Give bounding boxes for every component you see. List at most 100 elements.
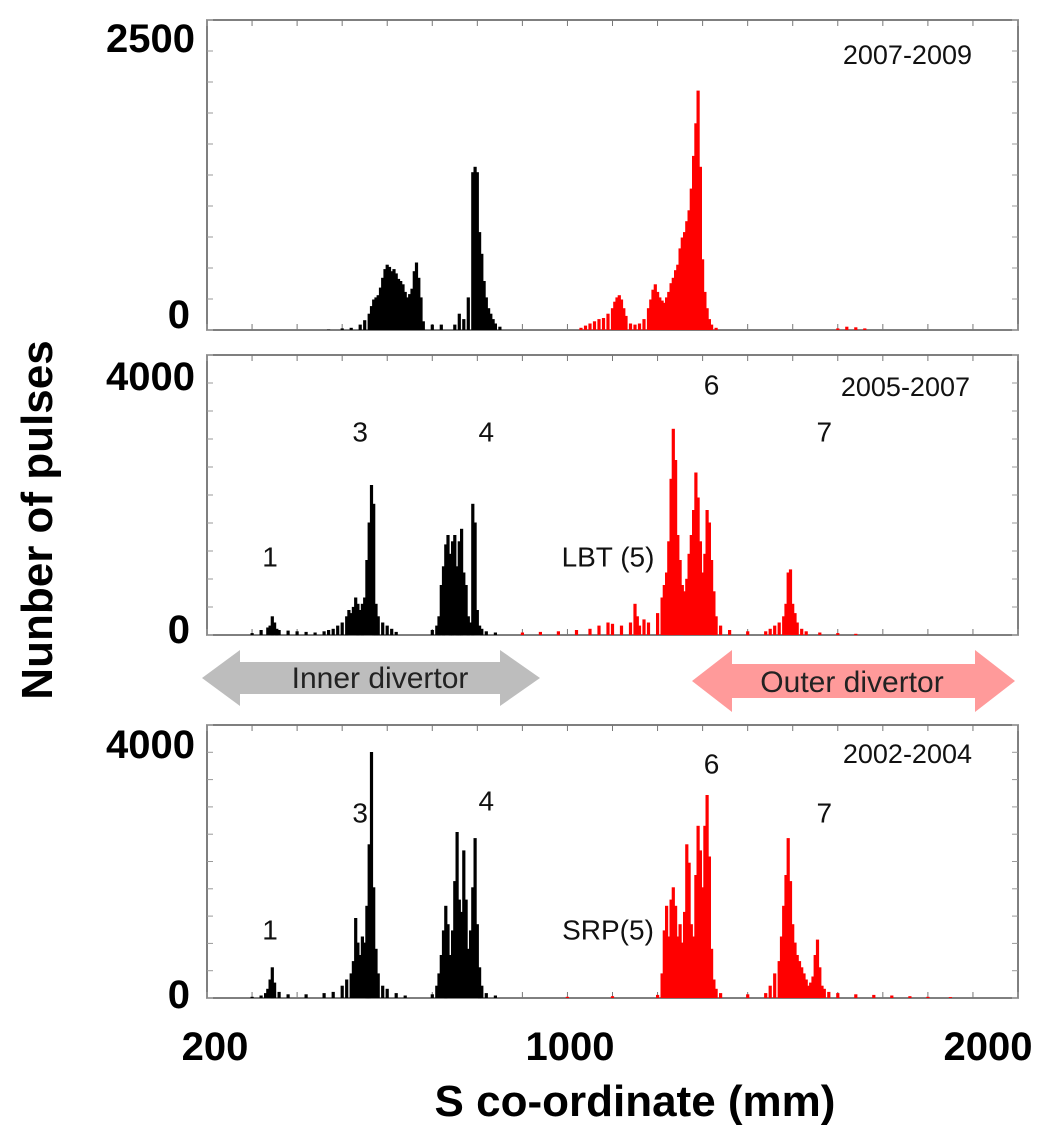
outer-histogram-bar — [610, 308, 615, 330]
inner-histogram-bar — [392, 269, 396, 330]
outer-histogram-bar — [674, 460, 678, 635]
outer-histogram-bar — [779, 936, 784, 998]
inner-histogram-bar — [358, 324, 362, 330]
inner-histogram-bar — [403, 995, 407, 998]
outer-histogram-bar — [619, 299, 624, 330]
outer-histogram-bar — [788, 569, 793, 635]
outer-histogram-bar — [646, 622, 651, 635]
inner-histogram-bar — [475, 924, 479, 998]
inner-histogram-bar — [453, 535, 457, 635]
outer-histogram-bar — [701, 887, 705, 998]
outer-histogram-bar — [698, 850, 702, 998]
outer-histogram-bar — [680, 585, 684, 635]
outer-histogram-bar — [710, 324, 714, 330]
outer-histogram-bar — [649, 299, 653, 330]
outer-histogram-bar — [671, 277, 675, 330]
outer-histogram-bar — [836, 328, 840, 330]
inner-histogram-bar — [273, 622, 277, 635]
outer-histogram-bar — [818, 967, 822, 999]
inner-histogram-bar — [444, 905, 448, 999]
inner-histogram-bar — [322, 631, 326, 636]
outer-histogram-bar — [687, 553, 691, 636]
peak-annotation: 7 — [817, 416, 833, 447]
inner-histogram-bar — [336, 625, 340, 635]
outer-histogram-bar — [854, 633, 858, 636]
inner-histogram-bar — [360, 936, 364, 998]
outer-histogram-bar — [669, 283, 673, 330]
inner-histogram-bar — [457, 899, 461, 998]
inner-histogram-bar — [295, 631, 299, 636]
inner-histogram-bar — [270, 616, 274, 636]
outer-histogram-bar — [669, 899, 673, 998]
outer-histogram-bar — [683, 911, 687, 998]
inner-histogram-bar — [435, 985, 439, 998]
inner-histogram-bar — [381, 277, 385, 330]
inner-histogram-bar — [448, 955, 452, 998]
inner-histogram-bar — [304, 994, 308, 998]
y-tick-label-zero: 0 — [168, 973, 190, 1017]
outer-histogram-bar — [658, 297, 662, 330]
outer-histogram-bar — [656, 291, 660, 330]
inner-histogram-bar — [471, 887, 475, 998]
inner-histogram-bar — [430, 994, 434, 998]
inner-histogram-bar — [358, 610, 362, 635]
inner-histogram-bar — [464, 585, 468, 635]
outer-histogram-bar — [694, 472, 698, 635]
outer-histogram-bar — [685, 578, 689, 636]
outer-histogram-bar — [622, 308, 626, 330]
outer-histogram-bar — [646, 308, 651, 330]
inner-histogram-bar — [277, 630, 281, 635]
outer-histogram-bar — [653, 284, 657, 330]
inner-histogram-bar — [259, 995, 263, 998]
y-tick-label-top: 2500 — [106, 17, 195, 61]
inner-histogram-bar — [430, 324, 434, 330]
inner-histogram-bar — [331, 991, 335, 998]
inner-histogram-bar — [356, 603, 360, 636]
peak-annotation: 7 — [817, 798, 833, 829]
outer-histogram-bar — [671, 887, 675, 998]
outer-histogram-bar — [583, 325, 588, 330]
inner-histogram-bar — [487, 308, 491, 330]
inner-histogram-bar — [493, 995, 497, 998]
outer-histogram-bar — [788, 881, 793, 998]
outer-histogram-bar — [719, 993, 723, 998]
inner-histogram-bar — [372, 503, 376, 636]
inner-histogram-bar — [378, 287, 383, 330]
inner-histogram-bar — [455, 566, 459, 636]
outer-histogram-bar — [689, 535, 693, 635]
outer-divertor-label: Outer divertor — [760, 666, 943, 699]
outer-histogram-bar — [782, 905, 786, 999]
inner-histogram-bar — [250, 996, 254, 998]
outer-histogram-bar — [689, 924, 693, 998]
outer-histogram-bar — [588, 628, 592, 636]
inner-histogram-bar — [491, 319, 495, 330]
outer-histogram-bar — [680, 237, 684, 330]
inner-histogram-bar — [484, 631, 488, 636]
outer-histogram-bar — [863, 328, 867, 330]
inner-histogram-bar — [363, 320, 367, 330]
inner-histogram-bar — [473, 838, 477, 998]
inner-histogram-bar — [372, 887, 376, 998]
outer-histogram-bar — [701, 572, 705, 635]
outer-histogram-bar — [680, 942, 684, 998]
outer-histogram-bar — [685, 844, 689, 999]
outer-histogram-bar — [520, 632, 524, 635]
inner-histogram-bar — [455, 832, 459, 998]
inner-histogram-bar — [453, 324, 457, 330]
inner-histogram-bar — [396, 278, 401, 330]
outer-histogram-bar — [656, 613, 660, 635]
inner-histogram-bar — [286, 630, 290, 635]
inner-histogram-bar — [369, 306, 374, 330]
inner-histogram-bar — [441, 930, 446, 998]
period-label: 2002-2004 — [843, 739, 972, 769]
outer-histogram-bar — [854, 327, 858, 330]
outer-histogram-bar — [800, 628, 804, 636]
outer-histogram-bar — [687, 210, 691, 330]
outer-histogram-bar — [633, 324, 637, 330]
outer-histogram-bar — [809, 982, 813, 998]
inner-histogram-bar — [489, 313, 493, 330]
inner-histogram-bar — [439, 324, 443, 330]
inner-histogram-bar — [451, 541, 455, 636]
inner-histogram-bar — [478, 967, 482, 999]
inner-histogram-bar — [417, 277, 421, 330]
